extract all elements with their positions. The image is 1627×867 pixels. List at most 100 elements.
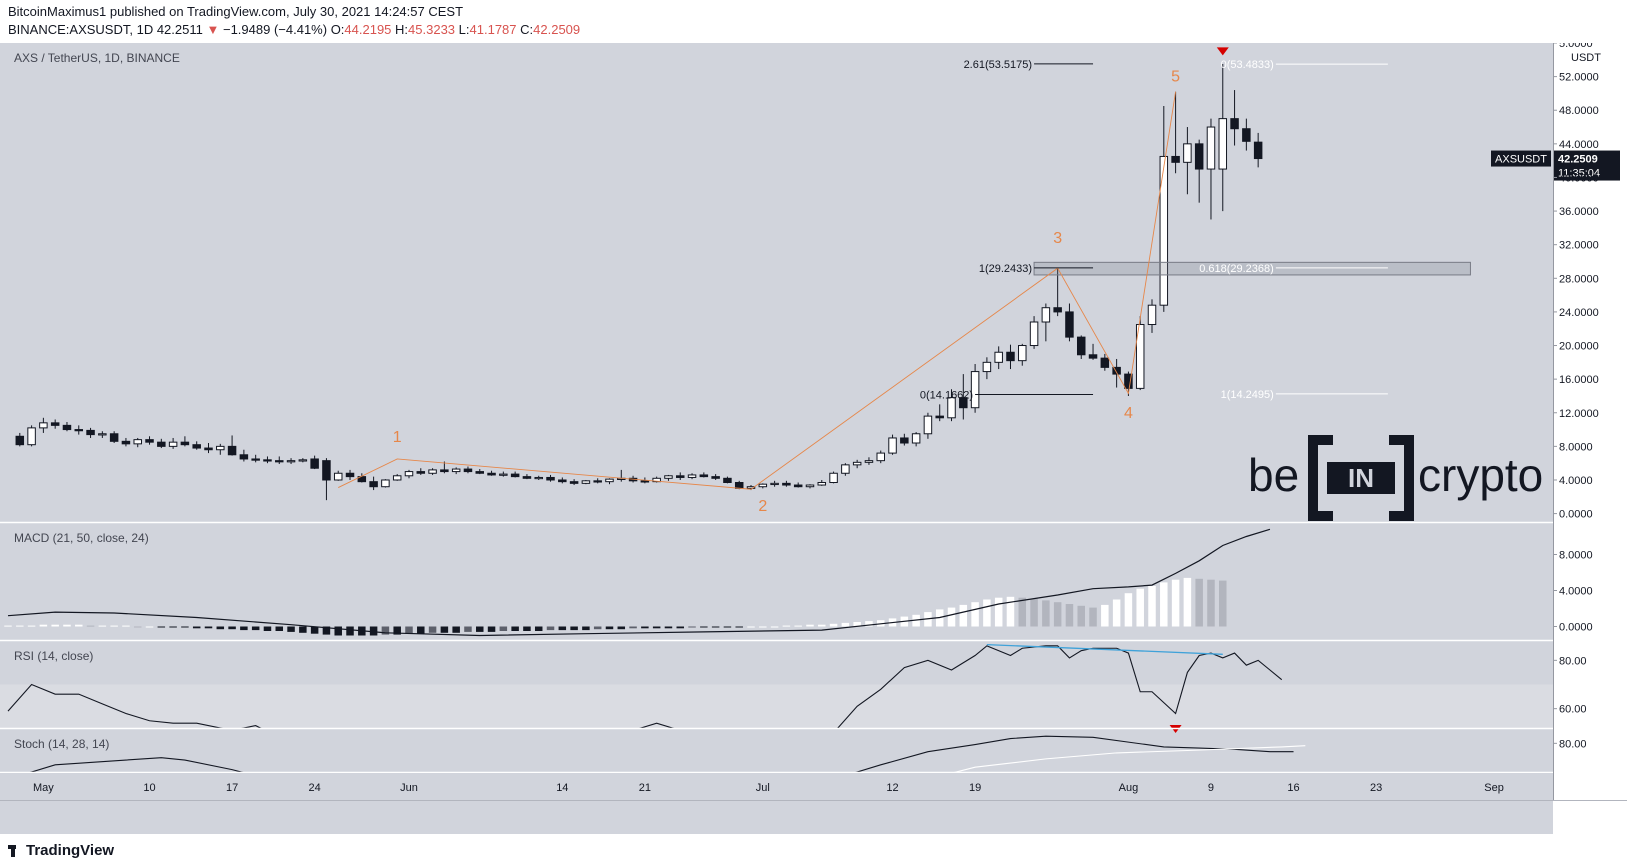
stoch-tick-label: 80.00 [1559, 738, 1587, 750]
watermark-crypto: crypto [1418, 449, 1543, 501]
macd-histogram-bar [994, 597, 1003, 627]
candle-down [793, 484, 803, 488]
candle-down [440, 469, 449, 473]
candle-down [121, 440, 131, 445]
candle-up [947, 397, 956, 419]
last-price-tag [1554, 150, 1620, 181]
watermark-bracket-icon [1308, 435, 1414, 521]
price-tick-label: 40.0000 [1559, 172, 1599, 184]
down-arrow-icon: ▼ [206, 22, 220, 37]
macd-histogram-bar [593, 626, 602, 630]
candle-up [911, 433, 921, 444]
axis-unit-label: USDT [1571, 52, 1601, 64]
candle-down [204, 447, 213, 451]
candle-up [687, 474, 697, 478]
macd-histogram-bar [1148, 586, 1156, 627]
rsi-title: RSI (14, close) [14, 649, 93, 663]
watermark-in: IN [1348, 463, 1374, 493]
macd-histogram-bar [499, 626, 508, 631]
macd-histogram-bar [334, 626, 342, 636]
candle-up [605, 478, 614, 483]
watermark-be: be [1248, 449, 1299, 501]
candle-down [723, 477, 732, 484]
macd-histogram-bar [428, 626, 437, 633]
candle-up [864, 460, 874, 463]
open-label: O: [330, 22, 345, 37]
macd-histogram-bar [1006, 596, 1015, 627]
macd-histogram-bar [735, 626, 743, 628]
tradingview-footer: TradingView [8, 842, 114, 859]
low-value: 41.1787 [469, 22, 517, 37]
time-tick-label: 9 [1208, 782, 1214, 794]
candle-down [569, 481, 579, 484]
candle-up [27, 427, 36, 446]
macd-histogram-bar [759, 626, 767, 628]
candle-down [322, 460, 331, 481]
price-tick-label: 20.0000 [1559, 341, 1599, 353]
close-value: 42.2509 [533, 22, 581, 37]
candle-up [534, 476, 543, 480]
change-value: −1.9489 (−4.41%) [222, 22, 328, 37]
candle-down [1253, 141, 1263, 160]
macd-histogram-bar [251, 626, 260, 631]
macd-histogram-bar [86, 625, 95, 627]
candle-down [251, 458, 260, 461]
candle-up [1018, 345, 1027, 362]
candle-down [1053, 307, 1062, 313]
candle-up [1218, 118, 1228, 170]
macd-histogram-bar [122, 625, 130, 627]
macd-histogram-bar [310, 626, 319, 634]
macd-histogram-bar [652, 626, 661, 629]
candle-down [145, 439, 154, 443]
candle-down [1194, 143, 1204, 170]
time-tick-label: 16 [1287, 782, 1299, 794]
candle-up [758, 483, 768, 488]
macd-histogram-bar [452, 626, 460, 633]
stoch-d-line [953, 745, 1306, 772]
candle-down [510, 473, 520, 478]
macd-histogram-bar [841, 622, 850, 627]
macd-title: MACD (21, 50, close, 24) [14, 531, 149, 545]
rsi-tick-label: 80.00 [1559, 655, 1587, 667]
macd-tick-label: 8.0000 [1559, 550, 1593, 562]
macd-histogram-bar [1171, 579, 1180, 627]
chart-canvas[interactable]: 123452.61(53.5175)1(29.2433)0(14.1662)0(… [0, 43, 1627, 834]
published-line: BitcoinMaximus1 published on TradingView… [8, 4, 464, 19]
candle-down [782, 482, 791, 486]
time-tick-label: 10 [143, 782, 155, 794]
candle-down [593, 480, 602, 483]
countdown-label: 11:35:04 [1558, 168, 1600, 180]
low-label: L: [458, 22, 470, 37]
price-tick-label: 36.0000 [1559, 206, 1599, 218]
candle-up [1135, 324, 1145, 389]
candle-down [50, 422, 60, 426]
candle-down [1230, 118, 1239, 130]
macd-histogram-bar [476, 626, 484, 632]
time-tick-label: 24 [309, 782, 321, 794]
time-tick-label: Jun [400, 782, 418, 794]
candle-down [239, 454, 249, 460]
macd-histogram-bar [782, 625, 791, 627]
macd-histogram-bar [1207, 579, 1215, 627]
last-price-label: 42.2509 [1558, 154, 1598, 166]
candle-down [74, 429, 84, 432]
price-tick-label: 52.0000 [1559, 72, 1599, 84]
candle-down [62, 424, 72, 431]
macd-histogram-bar [723, 626, 732, 628]
macd-tick-label: 4.0000 [1559, 586, 1593, 598]
time-tick-label: 23 [1370, 782, 1382, 794]
candle-down [900, 437, 909, 444]
macd-histogram-bar [676, 626, 685, 629]
macd-histogram-bar [228, 626, 236, 630]
candle-down [357, 476, 367, 483]
candle-down [1242, 128, 1251, 142]
candle-down [1112, 366, 1121, 375]
macd-histogram-bar [511, 626, 519, 631]
macd-histogram-bar [133, 626, 142, 628]
candle-down [475, 471, 485, 474]
fib-extension-label: 0(14.1662) [920, 390, 973, 402]
macd-histogram-bar [369, 626, 378, 636]
macd-histogram-bar [605, 626, 614, 630]
candle-up [286, 460, 296, 463]
macd-histogram-bar [39, 624, 48, 627]
